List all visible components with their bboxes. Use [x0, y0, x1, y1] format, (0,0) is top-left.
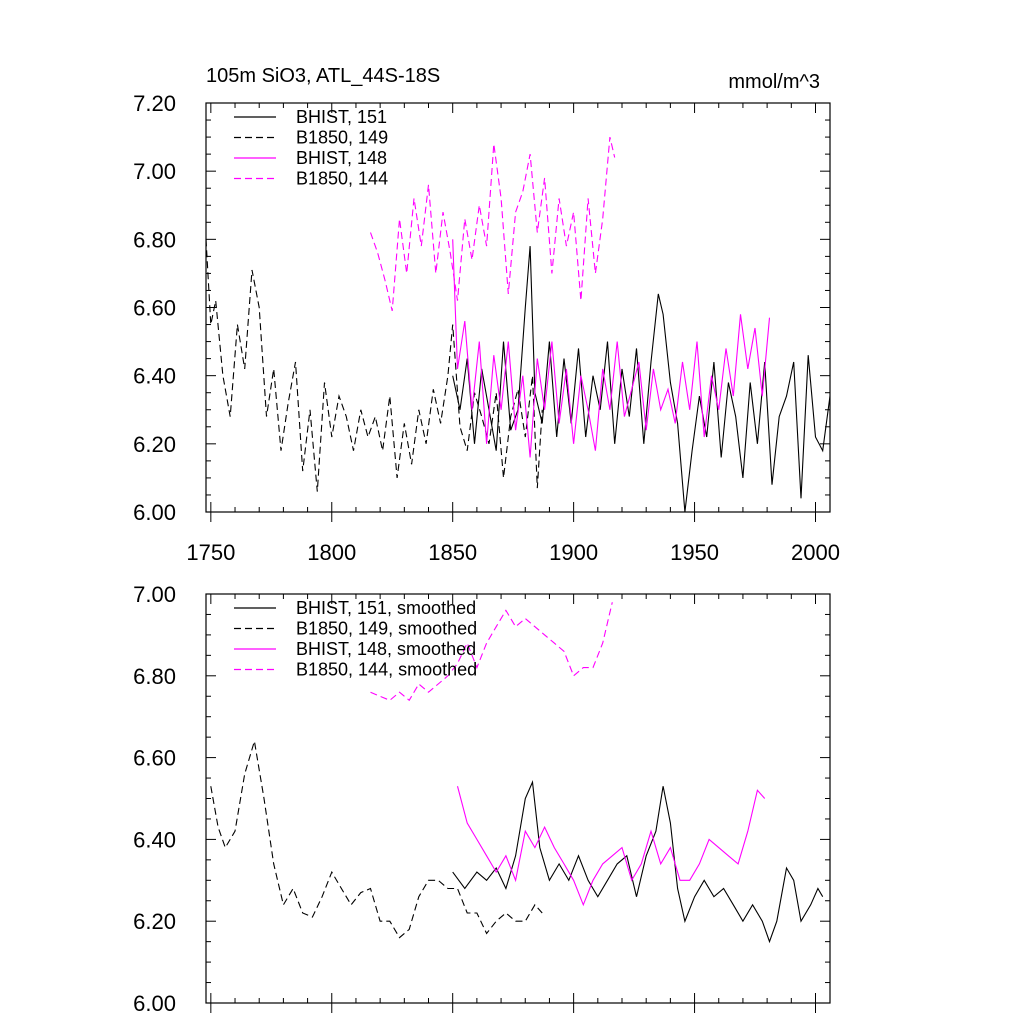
y-tick-label: 6.60: [133, 746, 176, 771]
series-line-4: [370, 602, 613, 702]
y-tick-label: 6.80: [133, 664, 176, 689]
series-line-2: [205, 239, 543, 492]
y-tick-label: 6.20: [133, 909, 176, 934]
x-tick-label: 1800: [307, 540, 356, 565]
x-tick-label: 1950: [670, 540, 719, 565]
legend-label-4: B1850, 144: [296, 169, 388, 189]
y-tick-label: 6.40: [133, 827, 176, 852]
x-tick-label: 1750: [186, 540, 235, 565]
series-line-3: [456, 786, 766, 907]
legend-label-1: BHIST, 151, smoothed: [296, 598, 476, 618]
legend-label-3: BHIST, 148: [296, 148, 387, 168]
x-tick-label: 1900: [549, 540, 598, 565]
y-tick-label: 6.60: [133, 296, 176, 321]
y-tick-label: 6.40: [133, 364, 176, 389]
y-tick-label: 6.00: [133, 991, 176, 1016]
x-tick-label: 1850: [428, 540, 477, 565]
legend-label-2: B1850, 149: [296, 128, 388, 148]
series-line-1: [452, 246, 831, 513]
bottom-panel: 6.00 6.20 6.40 6.60 6.80 7.00 BHIST, 151, smoo…: [133, 582, 831, 1016]
series-line-2: [210, 741, 543, 939]
y-tick-label: 6.20: [133, 432, 176, 457]
x-tick-label: 2000: [791, 540, 840, 565]
legend-label-2: B1850, 149, smoothed: [296, 619, 477, 639]
legend-label-3: BHIST, 148, smoothed: [296, 639, 476, 659]
legend-label-4: B1850, 144, smoothed: [296, 660, 477, 680]
y-tick-label: 7.00: [133, 582, 176, 607]
y-tick-label: 6.80: [133, 227, 176, 252]
y-tick-label: 7.20: [133, 91, 176, 116]
figure-title: 105m SiO3, ATL_44S-18S: [206, 65, 440, 87]
y-tick-label: 6.00: [133, 500, 176, 525]
series-line-4: [369, 136, 616, 312]
series-line-1: [452, 780, 824, 944]
y-tick-label: 7.00: [133, 159, 176, 184]
top-panel: 6.00 6.20 6.40 6.60 6.80 7.00 7.20 1750 1800 1850…: [133, 91, 840, 565]
legend-label-1: BHIST, 151: [296, 107, 387, 127]
series-line-3: [452, 239, 771, 458]
units-label: mmol/m^3: [728, 71, 820, 93]
